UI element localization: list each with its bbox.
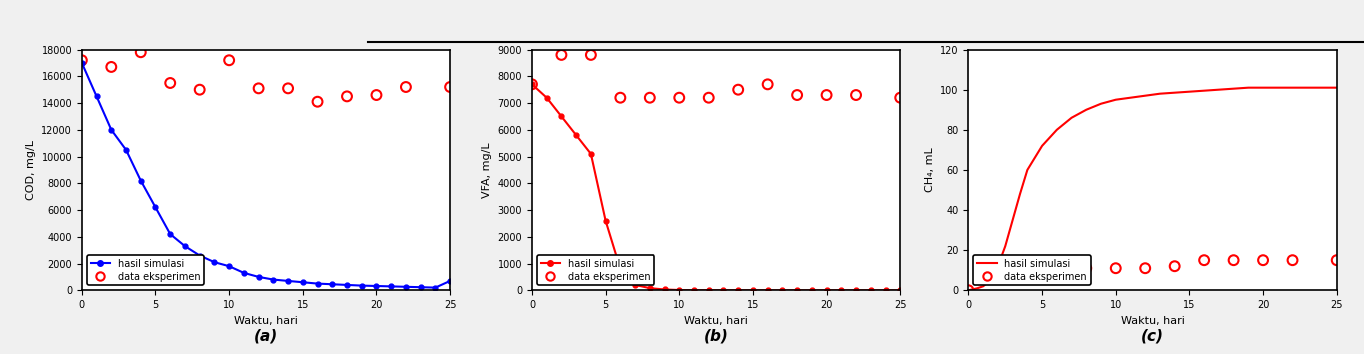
Point: [786, 92, 807, 98]
Point: [727, 87, 749, 92]
Point: [218, 57, 240, 63]
Point: [846, 92, 868, 98]
Point: [816, 92, 837, 98]
Point: [307, 99, 329, 104]
Point: [1222, 257, 1244, 263]
Point: [396, 84, 417, 90]
Point: [130, 50, 151, 55]
Legend: hasil simulasi, data eksperimen: hasil simulasi, data eksperimen: [87, 255, 205, 285]
Point: [1282, 257, 1304, 263]
Point: [638, 95, 660, 101]
Text: (a): (a): [254, 329, 278, 343]
Point: [336, 93, 357, 99]
Point: [610, 95, 632, 101]
Legend: hasil simulasi, data eksperimen: hasil simulasi, data eksperimen: [974, 255, 1091, 285]
Point: [439, 84, 461, 90]
Point: [1105, 266, 1127, 271]
Point: [521, 81, 543, 87]
Point: [71, 57, 93, 63]
X-axis label: Waktu, hari: Waktu, hari: [1121, 315, 1184, 326]
Point: [366, 92, 387, 98]
Point: [188, 87, 210, 92]
Point: [889, 95, 911, 101]
Point: [1163, 263, 1185, 269]
Point: [1326, 257, 1348, 263]
Point: [1135, 266, 1157, 271]
X-axis label: Waktu, hari: Waktu, hari: [235, 315, 297, 326]
Point: [551, 52, 573, 58]
Point: [698, 95, 720, 101]
Point: [958, 287, 979, 293]
Point: [248, 86, 270, 91]
Point: [1075, 266, 1097, 271]
Point: [1252, 257, 1274, 263]
Y-axis label: VFA, mg/L: VFA, mg/L: [481, 142, 492, 198]
Point: [1194, 257, 1215, 263]
Point: [160, 80, 181, 86]
Point: [580, 52, 602, 58]
X-axis label: Waktu, hari: Waktu, hari: [685, 315, 747, 326]
Y-axis label: COD, mg/L: COD, mg/L: [26, 140, 35, 200]
Point: [757, 81, 779, 87]
Point: [668, 95, 690, 101]
Y-axis label: CH₄, mL: CH₄, mL: [925, 148, 934, 192]
Point: [101, 64, 123, 70]
Text: (b): (b): [704, 329, 728, 343]
Legend: hasil simulasi, data eksperimen: hasil simulasi, data eksperimen: [537, 255, 655, 285]
Point: [277, 86, 299, 91]
Text: (c): (c): [1142, 329, 1163, 343]
